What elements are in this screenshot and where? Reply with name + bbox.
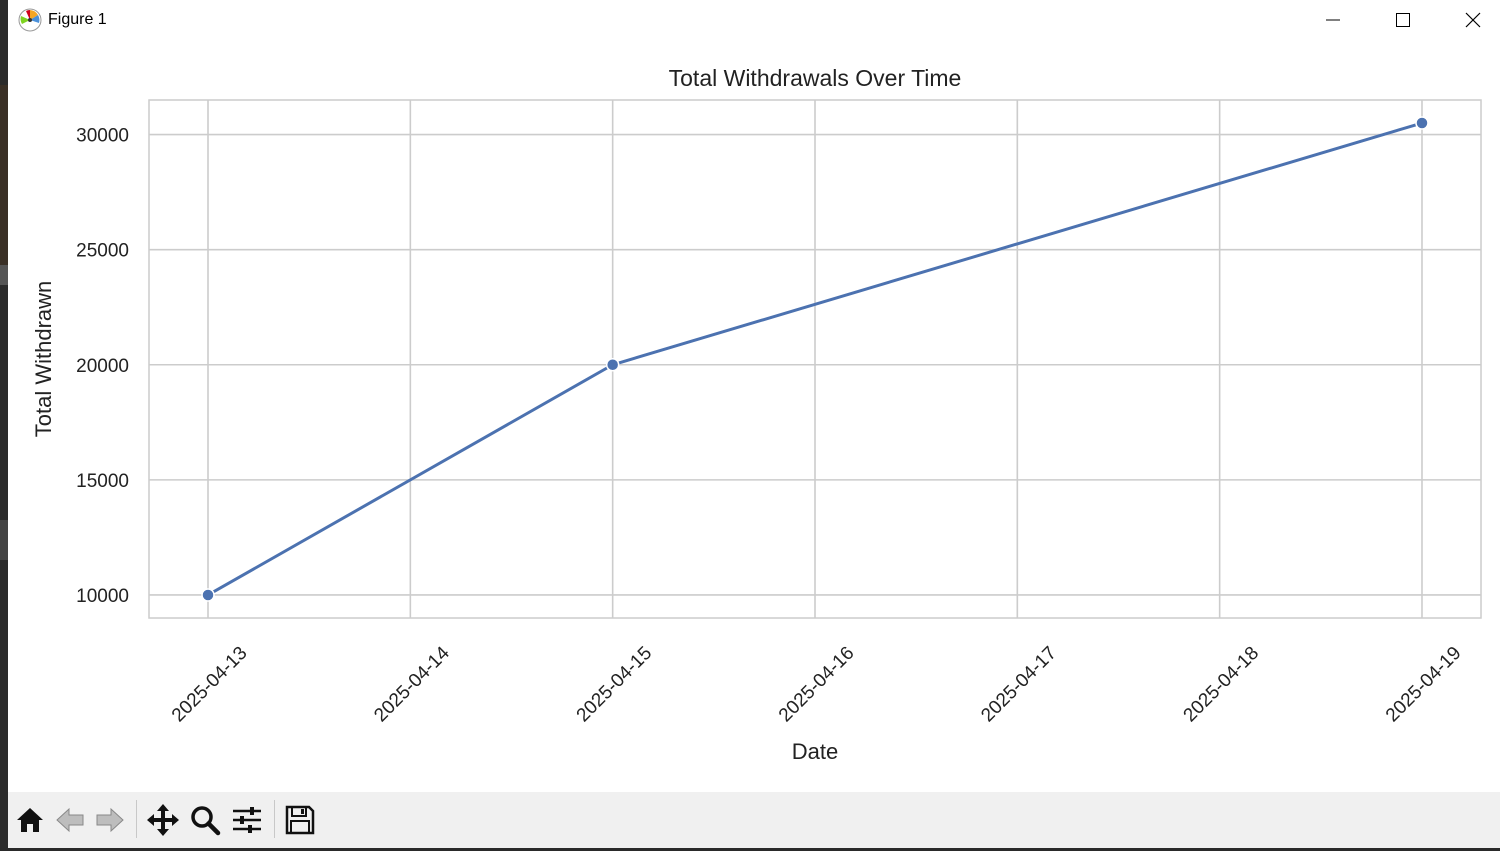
y-tick-label: 20000 [76, 356, 129, 377]
maximize-icon [1396, 13, 1410, 27]
save-button[interactable] [282, 802, 318, 838]
x-tick-label: 2025-04-14 [370, 642, 454, 726]
chart-title: Total Withdrawals Over Time [669, 65, 962, 91]
y-axis-ticks: 10000 15000 20000 25000 30000 [76, 126, 129, 607]
forward-arrow-icon [96, 807, 124, 833]
zoom-button[interactable] [187, 802, 223, 838]
x-axis-ticks: 2025-04-13 2025-04-14 2025-04-15 2025-04-16… [168, 642, 1466, 726]
data-point [201, 588, 215, 602]
minimize-icon [1326, 19, 1340, 21]
data-point [605, 358, 620, 372]
y-tick-label: 30000 [76, 126, 129, 147]
series-group [201, 116, 1429, 602]
y-axis-label: Total Withdrawn [31, 281, 56, 438]
figure-canvas[interactable]: 2025-04-13 2025-04-14 2025-04-15 2025-04-16… [8, 40, 1500, 792]
x-tick-label: 2025-04-16 [775, 643, 859, 727]
matplotlib-logo-icon [18, 8, 42, 32]
x-tick-label: 2025-04-18 [1180, 643, 1264, 727]
pan-button[interactable] [145, 802, 181, 838]
background-window-edge [0, 0, 8, 851]
magnifier-icon [191, 806, 221, 836]
minimize-button[interactable] [1298, 0, 1368, 40]
data-point [1415, 116, 1429, 130]
back-button[interactable] [52, 802, 88, 838]
close-icon [1465, 12, 1481, 28]
move-icon [147, 804, 179, 836]
home-button[interactable] [12, 802, 48, 838]
y-tick-label: 25000 [76, 241, 129, 262]
toolbar-separator [274, 800, 275, 838]
x-axis-label: Date [792, 739, 838, 764]
x-tick-label: 2025-04-19 [1382, 643, 1466, 727]
y-tick-label: 10000 [76, 586, 129, 607]
figure-window: Figure 1 2025-04-13 2025-04-14 2025-04-15 2… [8, 0, 1500, 848]
forward-button[interactable] [92, 802, 128, 838]
floppy-disk-icon [285, 805, 315, 835]
configure-subplots-button[interactable] [229, 802, 265, 838]
maximize-button[interactable] [1368, 0, 1438, 40]
sliders-icon [233, 807, 261, 833]
close-button[interactable] [1438, 0, 1500, 40]
x-tick-label: 2025-04-15 [573, 643, 657, 727]
window-title: Figure 1 [48, 11, 107, 28]
back-arrow-icon [56, 807, 84, 833]
gridlines [149, 100, 1481, 618]
line-chart: 2025-04-13 2025-04-14 2025-04-15 2025-04-16… [31, 65, 1482, 764]
taskbar-edge [0, 848, 1500, 851]
navigation-toolbar [8, 792, 1500, 848]
toolbar-separator [136, 800, 137, 838]
title-bar: Figure 1 [8, 0, 1500, 40]
x-tick-label: 2025-04-13 [168, 643, 252, 727]
y-tick-label: 15000 [76, 471, 129, 492]
x-tick-label: 2025-04-17 [977, 643, 1061, 727]
home-icon [17, 808, 43, 832]
